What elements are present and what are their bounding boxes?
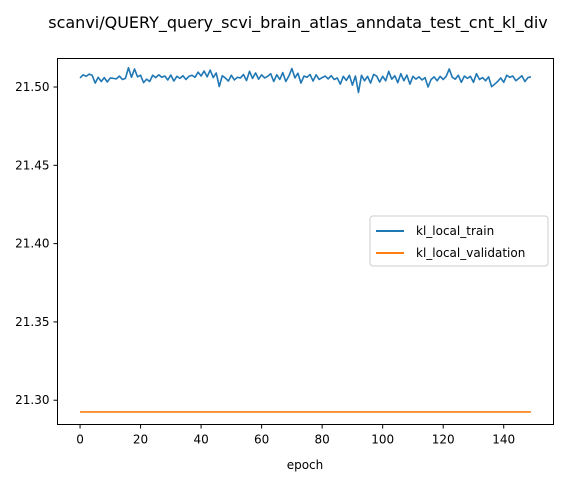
y-axis-ticks: 21.30 21.35 21.40 21.45 21.50 <box>15 80 58 407</box>
x-tick-label: 0 <box>76 433 84 447</box>
x-tick-label: 120 <box>432 433 455 447</box>
chart-title: scanvi/QUERY_query_scvi_brain_atlas_annd… <box>48 13 548 33</box>
x-tick-label: 20 <box>133 433 148 447</box>
x-axis-ticks: 0 20 40 60 80 100 120 140 <box>76 424 515 447</box>
legend: kl_local_train kl_local_validation <box>369 215 549 267</box>
x-tick-label: 40 <box>193 433 208 447</box>
legend-label-kl-local-validation: kl_local_validation <box>416 246 525 260</box>
y-tick-label: 21.45 <box>15 158 49 172</box>
series-layer <box>79 66 532 413</box>
series-line-kl-local-train <box>79 66 532 94</box>
x-axis-label: epoch <box>287 458 324 472</box>
x-tick-label: 140 <box>492 433 515 447</box>
legend-box <box>369 215 549 267</box>
legend-label-kl-local-train: kl_local_train <box>416 224 494 238</box>
x-tick-label: 60 <box>254 433 269 447</box>
y-tick-label: 21.50 <box>15 80 49 94</box>
y-tick-label: 21.30 <box>15 393 49 407</box>
y-tick-label: 21.35 <box>15 315 49 329</box>
plot-frame <box>57 58 554 425</box>
x-tick-label: 100 <box>371 433 394 447</box>
x-tick-label: 80 <box>315 433 330 447</box>
y-tick-label: 21.40 <box>15 237 49 251</box>
